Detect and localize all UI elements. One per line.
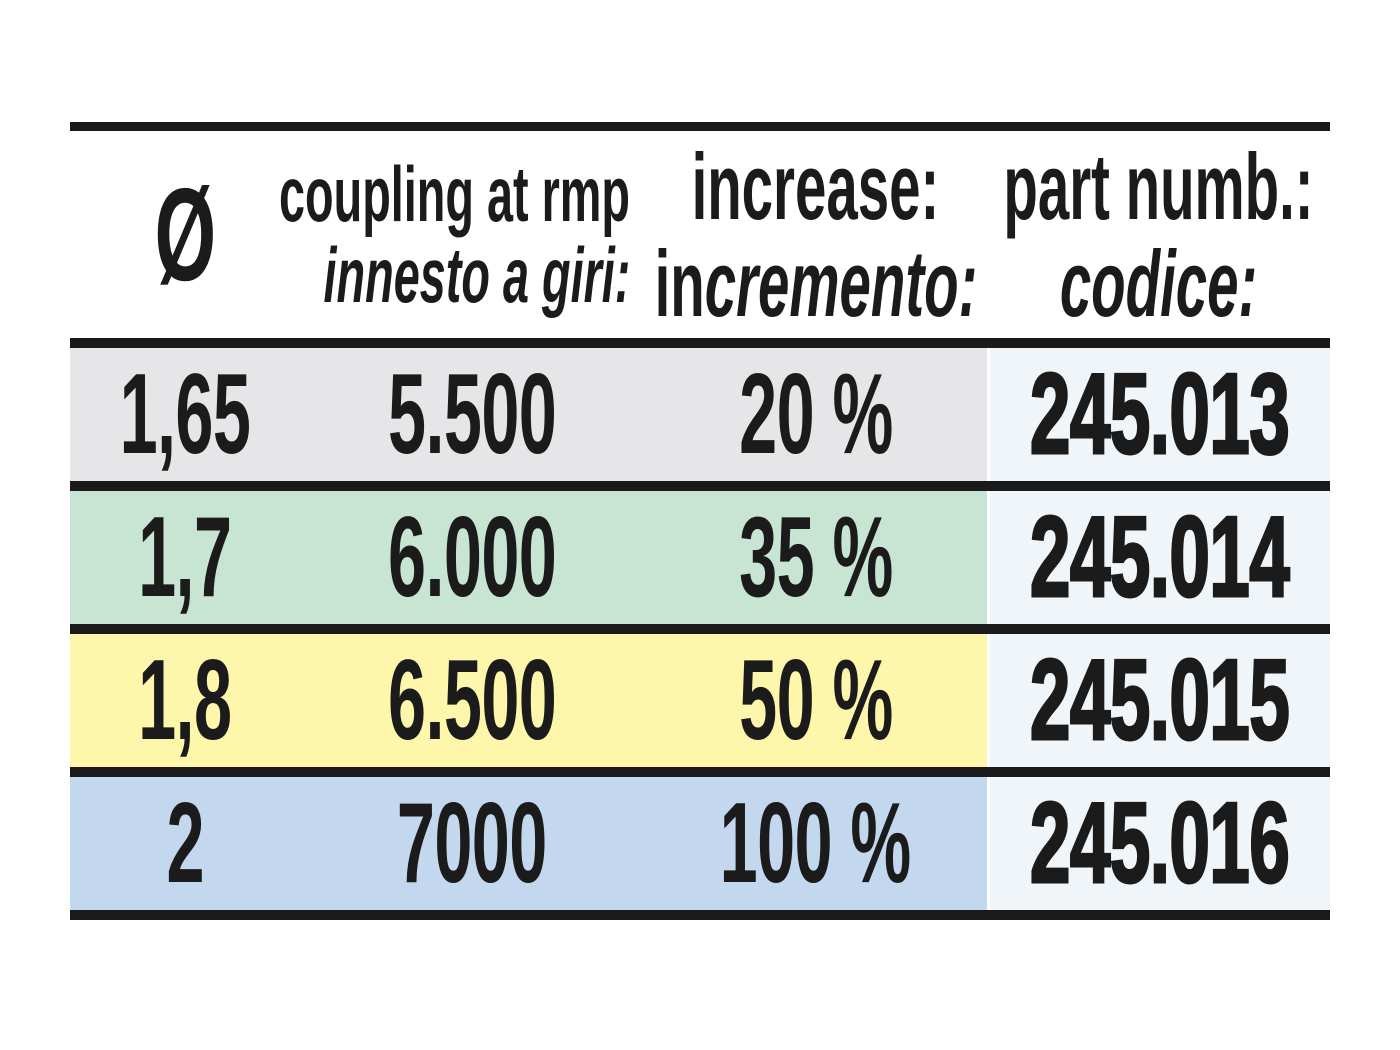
part-header-it: codice: [1059,230,1258,336]
diameter-symbol: Ø [154,160,216,308]
part-number-cell: 245.013 [987,348,1330,481]
diameter-cell: 1,8 [70,634,300,767]
table-body: 1,65 5.500 20 % 245.013 1,7 6.000 35 % 2… [70,348,1330,920]
coupling-rpm-value: 6.500 [387,636,557,764]
coupling-header-stack: coupling at rmp innesto a giri: [45,149,630,319]
table-row: 2 7000 100 % 245.016 [70,777,1330,920]
part-number-value: 245.016 [1029,779,1291,907]
part-number-cell: 245.015 [987,634,1330,767]
coupling-rpm-value: 7000 [397,779,547,907]
increase-value: 20 % [738,350,893,478]
increase-header-it-roman: in [654,230,705,336]
increase-header-stack: increase: incremento: [547,138,1085,332]
coupling-rpm-cell: 6.500 [300,634,644,767]
diameter-value: 1,8 [138,636,232,764]
diameter-value: 2 [166,779,204,907]
increase-value: 100 % [720,779,912,907]
table-row: 1,7 6.000 35 % 245.014 [70,491,1330,634]
table-row: 1,65 5.500 20 % 245.013 [70,348,1330,491]
col-header-coupling: coupling at rmp innesto a giri: [279,131,644,338]
part-header-en: part numb.: [1003,133,1314,239]
increase-header-it: incremento: [654,235,977,332]
diameter-value: 1,65 [119,350,251,478]
coupling-header-en: coupling at rmp [279,149,630,238]
diameter-cell: 2 [70,777,300,910]
increase-cell: 50 % [644,634,987,767]
increase-cell: 35 % [644,491,987,624]
increase-header-it-italic: cremento: [704,230,977,336]
spec-table: Ø coupling at rmp innesto a giri: increa… [70,122,1330,920]
diameter-cell: 1,65 [70,348,300,481]
coupling-rpm-cell: 7000 [300,777,644,910]
increase-cell: 20 % [644,348,987,481]
diameter-value: 1,7 [138,493,232,621]
coupling-header-it: innesto a giri: [323,230,630,319]
part-number-cell: 245.016 [987,777,1330,910]
col-header-part-number: part numb.: codice: [987,131,1330,338]
col-header-diameter: Ø [70,131,300,338]
part-header-stack: part numb.: codice: [900,138,1400,332]
increase-cell: 100 % [644,777,987,910]
header-row: Ø coupling at rmp innesto a giri: increa… [70,122,1330,348]
part-number-value: 245.015 [1029,636,1291,764]
part-number-cell: 245.014 [987,491,1330,624]
part-number-value: 245.014 [1029,493,1291,621]
increase-value: 50 % [738,636,893,764]
coupling-rpm-value: 5.500 [387,350,557,478]
col-header-increase: increase: incremento: [644,131,987,338]
coupling-rpm-value: 6.000 [387,493,557,621]
coupling-rpm-cell: 6.000 [300,491,644,624]
increase-value: 35 % [738,493,893,621]
coupling-rpm-cell: 5.500 [300,348,644,481]
table-row: 1,8 6.500 50 % 245.015 [70,634,1330,777]
diameter-cell: 1,7 [70,491,300,624]
increase-header-en: increase: [691,133,940,239]
part-number-value: 245.013 [1029,350,1291,478]
